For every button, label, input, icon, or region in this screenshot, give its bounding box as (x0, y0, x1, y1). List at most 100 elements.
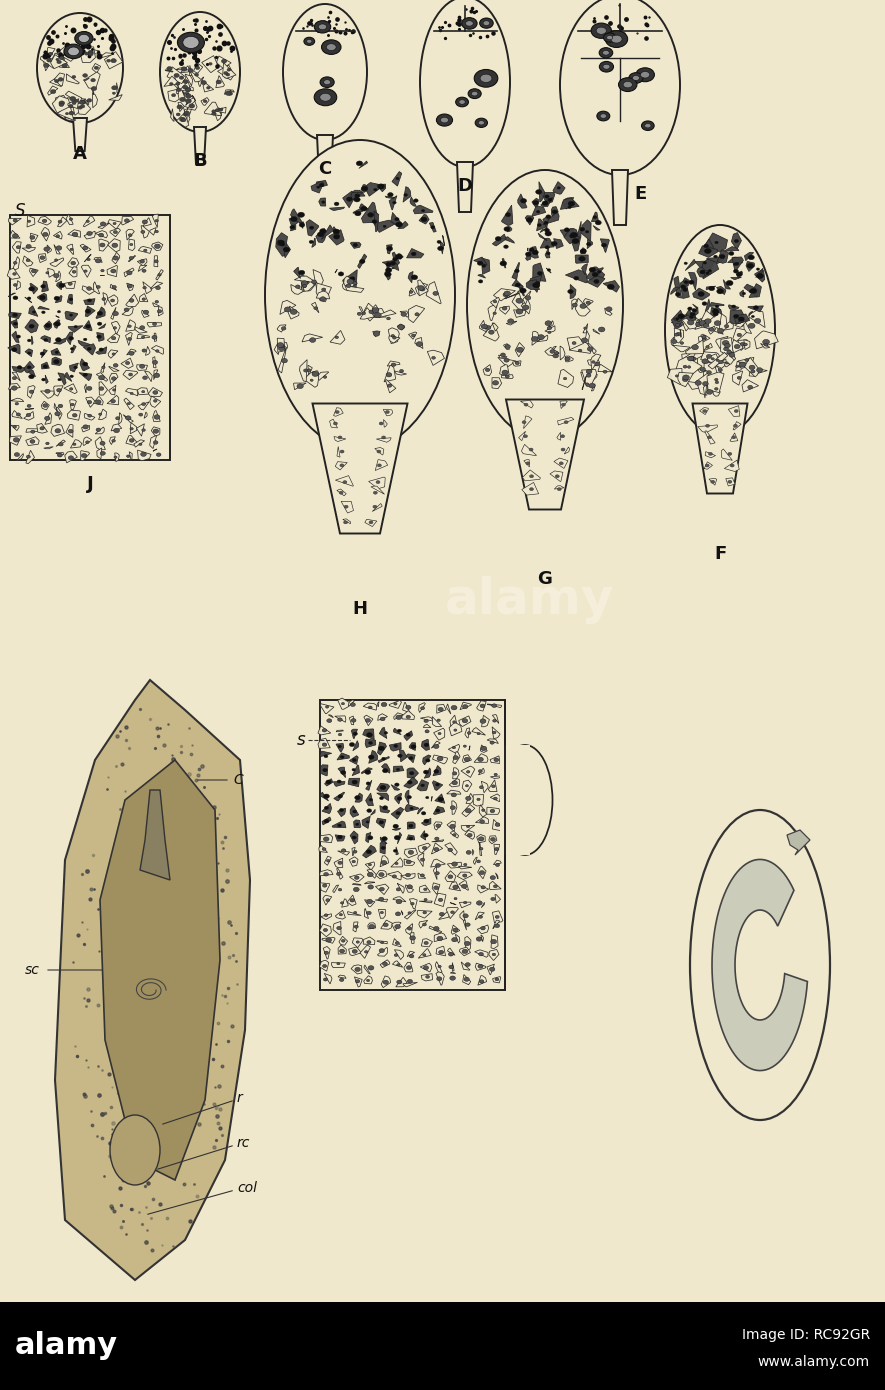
Polygon shape (96, 448, 102, 459)
Ellipse shape (112, 389, 116, 391)
Ellipse shape (596, 111, 610, 121)
Text: H: H (352, 600, 367, 619)
Polygon shape (526, 249, 532, 260)
Ellipse shape (12, 377, 17, 379)
Ellipse shape (434, 927, 439, 931)
Ellipse shape (505, 345, 511, 349)
Ellipse shape (337, 962, 340, 965)
Ellipse shape (379, 423, 383, 425)
Ellipse shape (130, 428, 134, 430)
Ellipse shape (692, 357, 696, 360)
Ellipse shape (438, 708, 443, 712)
Polygon shape (112, 321, 120, 334)
Ellipse shape (491, 785, 496, 788)
Polygon shape (151, 346, 164, 354)
Ellipse shape (14, 453, 19, 456)
Ellipse shape (18, 366, 22, 370)
Ellipse shape (113, 428, 119, 432)
Polygon shape (419, 920, 427, 929)
Polygon shape (54, 72, 65, 86)
Polygon shape (142, 310, 150, 317)
Ellipse shape (338, 272, 343, 277)
Polygon shape (545, 348, 559, 356)
Polygon shape (591, 213, 598, 222)
Polygon shape (518, 195, 527, 208)
Ellipse shape (58, 78, 63, 81)
Polygon shape (612, 170, 628, 225)
Polygon shape (583, 324, 588, 334)
Ellipse shape (337, 717, 342, 721)
Ellipse shape (544, 221, 548, 224)
Polygon shape (338, 851, 350, 855)
Ellipse shape (12, 386, 17, 391)
Ellipse shape (572, 239, 579, 243)
Ellipse shape (353, 282, 357, 285)
Ellipse shape (70, 388, 73, 391)
Ellipse shape (327, 43, 336, 50)
Ellipse shape (494, 773, 497, 776)
Ellipse shape (496, 236, 501, 240)
Ellipse shape (466, 770, 470, 773)
Polygon shape (731, 277, 742, 279)
Polygon shape (337, 489, 346, 496)
Polygon shape (588, 343, 596, 354)
Polygon shape (107, 395, 119, 404)
Ellipse shape (525, 296, 531, 300)
Ellipse shape (385, 410, 389, 413)
Polygon shape (737, 366, 748, 368)
Ellipse shape (570, 235, 574, 238)
Polygon shape (724, 361, 730, 367)
Ellipse shape (381, 717, 385, 721)
Polygon shape (550, 471, 563, 481)
Polygon shape (126, 229, 135, 240)
Ellipse shape (84, 270, 88, 272)
Polygon shape (37, 293, 47, 302)
Ellipse shape (142, 428, 145, 431)
Polygon shape (572, 299, 577, 310)
Ellipse shape (714, 378, 718, 381)
Polygon shape (593, 225, 600, 231)
Polygon shape (394, 713, 403, 720)
Polygon shape (603, 281, 620, 292)
Ellipse shape (27, 297, 31, 300)
Ellipse shape (155, 300, 158, 303)
Ellipse shape (396, 899, 402, 904)
Ellipse shape (366, 783, 370, 785)
Ellipse shape (692, 309, 696, 313)
Polygon shape (404, 805, 419, 812)
Ellipse shape (381, 860, 387, 865)
Ellipse shape (716, 359, 720, 361)
Ellipse shape (324, 806, 328, 809)
Polygon shape (566, 270, 588, 284)
Ellipse shape (481, 746, 487, 751)
Ellipse shape (453, 929, 458, 931)
Ellipse shape (681, 342, 684, 345)
Ellipse shape (27, 220, 31, 222)
Polygon shape (316, 228, 326, 243)
Polygon shape (458, 716, 471, 727)
Ellipse shape (561, 448, 565, 450)
Ellipse shape (482, 264, 486, 267)
Polygon shape (404, 859, 415, 866)
Ellipse shape (326, 899, 330, 902)
Ellipse shape (452, 781, 458, 785)
Ellipse shape (393, 824, 398, 828)
Polygon shape (575, 299, 590, 316)
Polygon shape (492, 819, 503, 831)
Ellipse shape (176, 88, 181, 92)
Polygon shape (752, 368, 767, 374)
Ellipse shape (519, 288, 527, 293)
Polygon shape (543, 217, 549, 228)
Polygon shape (389, 742, 401, 751)
Polygon shape (466, 794, 473, 803)
Ellipse shape (58, 442, 63, 446)
Ellipse shape (423, 770, 428, 774)
Ellipse shape (406, 860, 412, 863)
Ellipse shape (393, 849, 397, 852)
Ellipse shape (224, 71, 228, 75)
Polygon shape (13, 257, 19, 270)
Ellipse shape (489, 329, 494, 334)
Ellipse shape (495, 979, 499, 981)
Polygon shape (393, 960, 403, 967)
Ellipse shape (324, 819, 329, 823)
